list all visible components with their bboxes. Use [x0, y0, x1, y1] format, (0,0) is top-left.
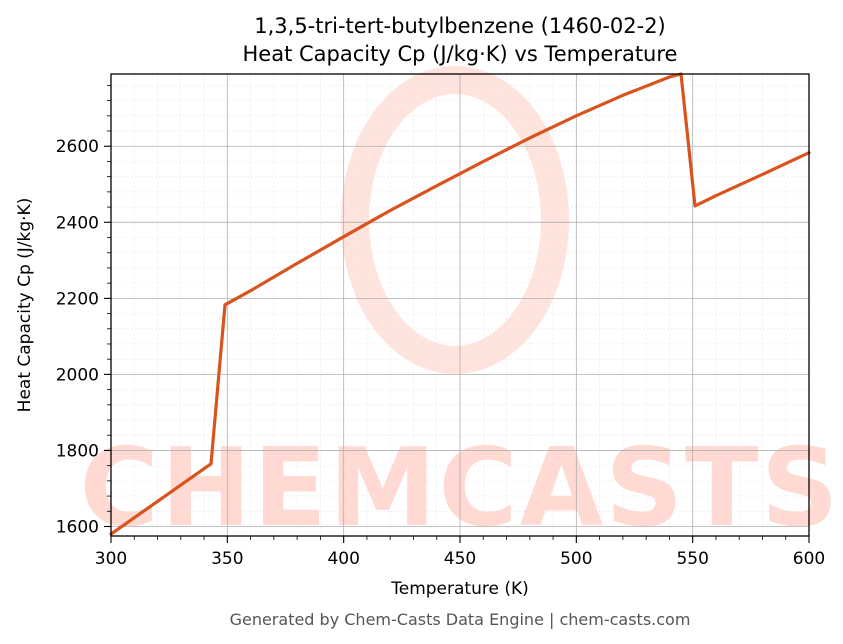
- y-tick-label: 1600: [56, 517, 99, 537]
- watermark-text: CHEMCASTS: [80, 426, 841, 551]
- x-axis-label: Temperature (K): [390, 579, 529, 599]
- y-tick-label: 1800: [56, 441, 99, 461]
- cp-series-line: [109, 72, 811, 536]
- y-axis-label: Heat Capacity Cp (J/kg·K): [15, 198, 35, 413]
- chart-subtitle: Heat Capacity Cp (J/kg·K) vs Temperature: [243, 42, 678, 66]
- series-layer: [109, 72, 811, 536]
- watermark-logo-icon: [341, 66, 569, 374]
- y-tick-label: 2600: [56, 137, 99, 157]
- x-tick-label: 600: [793, 549, 825, 569]
- x-tick-label: 400: [327, 549, 359, 569]
- x-tick-label: 300: [95, 549, 127, 569]
- watermark: CHEMCASTS: [80, 66, 841, 551]
- tick-marks: [104, 85, 810, 543]
- x-tick-label: 500: [560, 549, 592, 569]
- x-tick-label: 450: [444, 549, 476, 569]
- x-tick-label: 350: [211, 549, 243, 569]
- footer-credit: Generated by Chem-Casts Data Engine | ch…: [230, 610, 691, 629]
- y-tick-label: 2000: [56, 365, 99, 385]
- y-tick-label: 2200: [56, 289, 99, 309]
- x-tick-label: 550: [676, 549, 708, 569]
- chart-title: 1,3,5-tri-tert-butylbenzene (1460-02-2): [254, 14, 666, 38]
- y-tick-label: 2400: [56, 213, 99, 233]
- y-tick-labels: 1600 1800 2000 2200 2400 2600: [56, 137, 99, 537]
- x-tick-labels: 300 350 400 450 500 550 600: [95, 549, 825, 569]
